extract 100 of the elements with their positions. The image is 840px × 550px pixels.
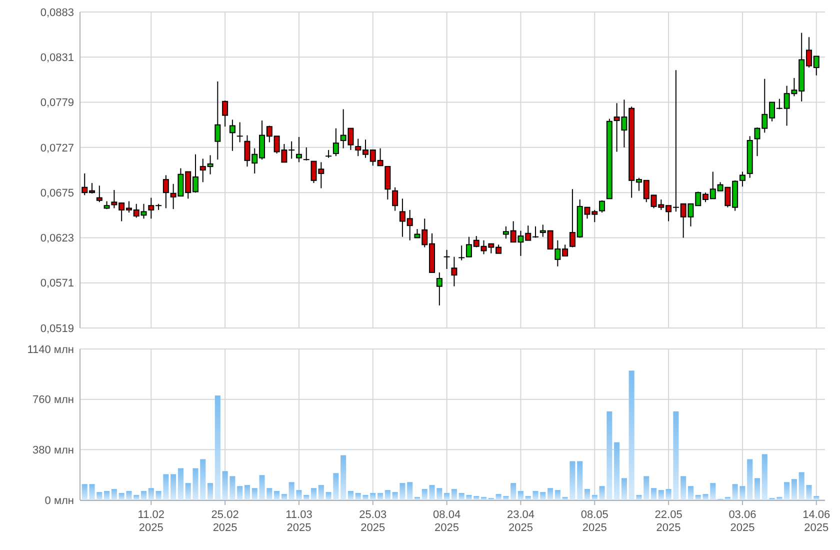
candlestick [162,174,169,209]
x-tick-label: 08.04 2025 [433,509,461,534]
bar [392,492,398,500]
bar [134,494,140,500]
candlestick [303,146,310,161]
bar [806,485,812,500]
bar [532,490,538,500]
bar [333,473,339,500]
bar [444,492,450,500]
x-tick-label: 25.02 2025 [211,509,239,534]
bar [163,474,169,500]
bar [252,488,258,500]
bar [370,492,376,500]
y-tick-label: 1140 млн [27,344,74,356]
bar [310,488,317,500]
bar [732,484,738,500]
bar [548,488,554,500]
bar [362,494,368,500]
candlestick [384,166,391,200]
candlestick [229,119,236,152]
bar [140,490,147,500]
bar [178,468,184,500]
bar [740,486,746,500]
bar [281,494,287,500]
candlestick [436,272,442,306]
candlestick [739,171,746,187]
x-tick-label: 03.06 2025 [728,509,756,534]
candlestick [326,150,332,158]
bar [518,490,524,500]
bar [503,496,509,500]
bar [525,496,531,500]
x-tick-label: 25.03 2025 [359,509,387,534]
x-tick-label: 11.02 2025 [138,509,165,534]
bar [540,492,546,500]
bar [606,411,612,500]
bar [644,476,650,500]
bar [111,489,117,500]
y-tick-label: 0,0519 [40,322,74,335]
x-tick-label: 14.06 2025 [802,509,830,534]
bar [466,494,472,500]
bar [636,494,642,500]
bar [614,442,620,500]
y-tick-label: 760 млн [32,394,74,406]
candlestick [451,256,458,287]
y-tick-label: 0,0727 [40,142,74,154]
bar [562,496,568,500]
bar [577,461,583,500]
bar [451,489,457,500]
y-tick-label: 0,0675 [40,187,74,200]
candlestick [96,185,102,203]
bar [414,496,420,500]
bar [82,484,88,500]
candlestick [296,136,302,163]
bar [288,482,294,500]
bar [355,492,361,500]
bar [592,494,598,500]
bar [747,459,753,500]
bar [436,488,442,500]
bar [230,476,236,500]
bar [702,494,708,500]
bar [673,411,679,500]
y-tick-label: 0,0571 [40,278,74,290]
bar [340,455,346,500]
bar [200,459,206,500]
bar [724,496,730,500]
bar [710,483,716,500]
bar [666,489,672,500]
bar [214,395,220,500]
bar [407,482,413,500]
bar [480,496,487,500]
bar [474,496,480,500]
bar [118,492,124,500]
bar [266,488,272,500]
y-tick-label: 380 млн [32,444,74,457]
bar [688,486,694,500]
candlestick [214,80,221,160]
bar [170,474,176,500]
y-tick-label: 0,0831 [40,52,74,64]
candlestick [332,128,339,157]
x-tick-label: 11.03 2025 [286,509,312,534]
bar [458,492,464,500]
bar [259,475,265,500]
bar [791,479,797,500]
y-tick-label: 0,0779 [40,97,74,110]
bar [429,485,435,500]
candlestick [444,249,450,270]
bar [326,492,332,500]
bar [776,496,782,500]
bar [798,472,804,500]
bar [96,492,102,500]
bar [222,471,228,500]
bar [148,488,154,500]
bar [208,483,214,500]
bar [244,485,250,500]
candlestick [392,186,398,212]
bar [814,496,820,500]
bar [680,476,686,500]
bar [422,489,428,500]
bar [126,490,132,500]
bar [762,454,768,500]
